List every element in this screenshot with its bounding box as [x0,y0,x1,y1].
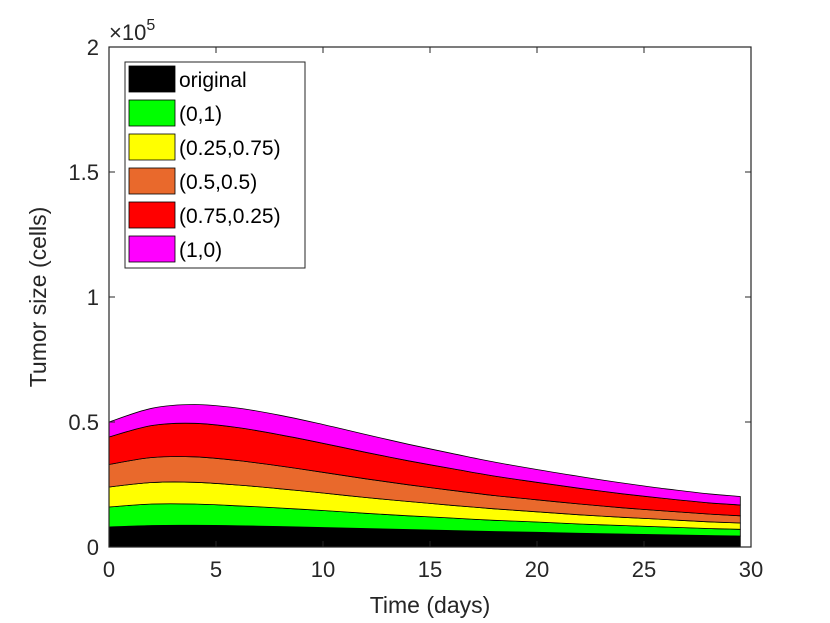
y-tick-label: 1.5 [68,160,99,185]
legend-box [124,61,306,269]
legend-swatch-0-25-0-75 [128,133,176,161]
x-tick-label: 30 [739,557,763,582]
area-1-0 [108,404,741,506]
legend-label-1-0: (1,0) [179,239,222,262]
y-tick-label: 0 [87,535,99,560]
legend-swatch-0-75-0-25 [128,201,176,229]
legend-swatch-0-1 [128,99,176,127]
legend-label-0-1: (0,1) [179,103,222,126]
legend-swatch-original [128,65,176,93]
y-exponent-label: ×105 [109,17,155,45]
x-tick-label: 20 [525,557,549,582]
legend-label-original: original [179,69,247,92]
legend-label-0-5-0-5: (0.5,0.5) [179,171,257,194]
y-exponent-base: ×10 [109,20,146,45]
x-axis: 0 5 10 15 20 25 30 [103,47,763,582]
x-tick-label: 15 [418,557,442,582]
x-tick-label: 25 [632,557,656,582]
y-tick-label: 2 [87,35,99,60]
x-tick-label: 10 [311,557,335,582]
y-axis: 0 0.5 1 1.5 2 [68,35,751,560]
legend-label-0-75-0-25: (0.75,0.25) [179,205,281,228]
y-tick-label: 1 [87,285,99,310]
x-tick-label: 0 [103,557,115,582]
legend-swatch-0-5-0-5 [128,167,176,195]
y-axis-label: Tumor size (cells) [25,207,51,388]
legend: original (0,1) (0.25,0.75) (0.5,0.5) (0.75,0… [124,61,306,269]
legend-label-0-25-0-75: (0.25,0.75) [179,137,281,160]
x-tick-label: 5 [210,557,222,582]
y-exponent-power: 5 [146,17,155,34]
legend-swatch-1-0 [128,235,176,263]
stacked-areas [108,404,741,548]
y-tick-label: 0.5 [68,410,99,435]
x-axis-label: Time (days) [370,592,491,618]
